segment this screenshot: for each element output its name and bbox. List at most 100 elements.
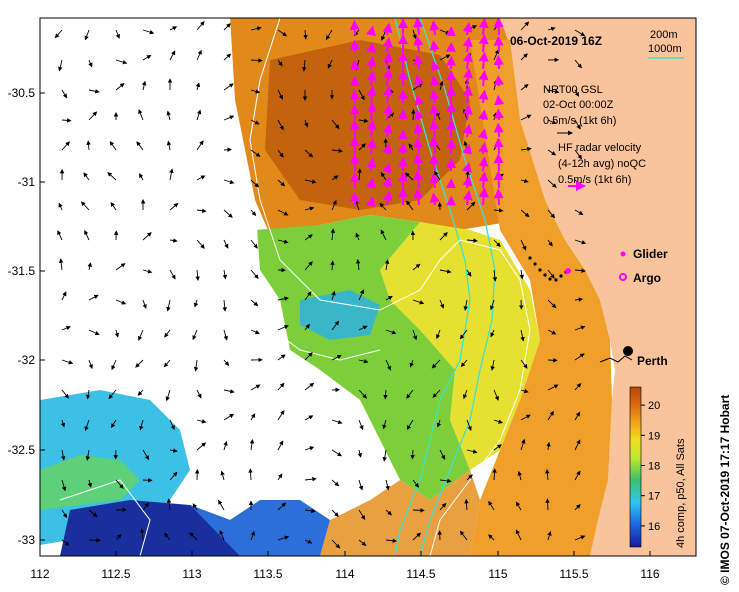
gsl-vector [464, 498, 469, 511]
gsl-vector [169, 471, 178, 481]
gsl-vector [61, 479, 67, 492]
hf-vector [429, 136, 440, 155]
gsl-vector [166, 498, 172, 511]
gsl-vector [385, 479, 390, 491]
hf-vector [493, 35, 504, 53]
gsl-vector [574, 119, 581, 130]
gsl-vector [85, 389, 91, 400]
gsl-vector [574, 89, 580, 97]
hf-vector [349, 104, 360, 121]
gsl-vector [466, 238, 478, 243]
gsl-vector [519, 269, 524, 280]
y-tick-label: -32.5 [8, 443, 36, 457]
gsl-vector [248, 468, 253, 481]
gsl-vector [547, 239, 553, 247]
gsl-vector [331, 175, 339, 181]
gsl-vector [412, 329, 418, 341]
hf-vector [382, 85, 393, 104]
gsl-legend-line1: NRT00 GSL [543, 84, 603, 96]
gsl-vector [223, 209, 233, 218]
hf-vector [366, 177, 377, 189]
gsl-vector [545, 468, 550, 481]
gsl-vector [196, 175, 206, 181]
gsl-vector [331, 509, 339, 517]
hf-vector [413, 108, 424, 121]
gsl-vector [331, 148, 343, 153]
hf-vector [462, 161, 472, 173]
gsl-vector [277, 119, 284, 131]
y-tick-label: -31 [18, 175, 36, 189]
gsl-vector [493, 208, 504, 213]
gsl-vector [192, 503, 198, 511]
gsl-vector [493, 419, 503, 424]
gsl-vector [385, 329, 397, 335]
gsl-vector [490, 329, 495, 338]
gsl-vector [520, 209, 530, 218]
gsl-vector [492, 468, 497, 481]
gsl-vector [546, 441, 551, 451]
hf-vector [366, 42, 376, 54]
gsl-vector [410, 449, 415, 460]
gsl-vector [304, 291, 312, 301]
perth-marker [623, 346, 633, 356]
gsl-vector [61, 359, 74, 365]
gsl-vector [520, 114, 532, 121]
gsl-vector [520, 21, 530, 31]
hf-vector [429, 89, 440, 104]
gsl-vector [220, 470, 225, 481]
gsl-vector [406, 200, 414, 211]
hf-vector [366, 102, 377, 121]
gsl-vector [520, 178, 529, 184]
gsl-vector [139, 173, 144, 181]
gsl-vector [412, 532, 421, 541]
hf-vector [349, 153, 360, 172]
gsl-vector [115, 83, 125, 91]
gsl-vector [304, 206, 315, 211]
gsl-vector [87, 262, 92, 271]
y-tick-label: -31.5 [8, 264, 36, 278]
gsl-vector [547, 384, 559, 391]
gsl-vector [358, 89, 365, 101]
x-tick-label: 112 [30, 567, 49, 581]
gsl-vector [195, 269, 200, 281]
x-tick-label: 113.5 [253, 567, 282, 581]
gsl-vector [54, 29, 63, 39]
gsl-vector [358, 419, 364, 431]
gsl-vector [164, 532, 171, 541]
gsl-vector [303, 29, 308, 40]
gsl-vector [88, 89, 100, 94]
gsl-vector [88, 329, 100, 336]
gsl-vector [304, 352, 313, 361]
gsl-vector [408, 143, 414, 151]
gsl-vector [520, 83, 529, 91]
gsl-vector [304, 323, 310, 331]
gsl-vector [411, 109, 416, 121]
hf-vector [350, 59, 361, 71]
gsl-vector [492, 269, 498, 282]
gsl-vector [61, 539, 70, 546]
gsl-vector [304, 415, 314, 421]
gsl-vector [223, 179, 235, 185]
colorbar-label: 4h comp, p50, All Sats [675, 438, 687, 548]
gsl-vector [304, 234, 313, 241]
gsl-vector [80, 201, 90, 211]
gsl-vector [88, 294, 99, 301]
gsl-vector [466, 269, 472, 277]
gsl-vector [331, 290, 336, 301]
white-contour-b [184, 18, 381, 361]
sst-green-band [255, 215, 470, 500]
gsl-vector [574, 239, 587, 245]
hf-vector [382, 143, 393, 155]
gsl-vector [327, 59, 333, 69]
gsl-vector [277, 296, 289, 301]
gsl-vector [142, 269, 153, 274]
gsl-vector [223, 440, 228, 451]
gsl-vector [383, 389, 388, 400]
hf-vector [462, 123, 473, 138]
x-tick-label: 112.5 [101, 567, 130, 581]
gsl-vector [520, 438, 526, 451]
gsl-vector [85, 449, 91, 461]
gsl-vector [574, 383, 582, 391]
gsl-vector-field [54, 21, 587, 549]
hf-vector [413, 137, 424, 155]
